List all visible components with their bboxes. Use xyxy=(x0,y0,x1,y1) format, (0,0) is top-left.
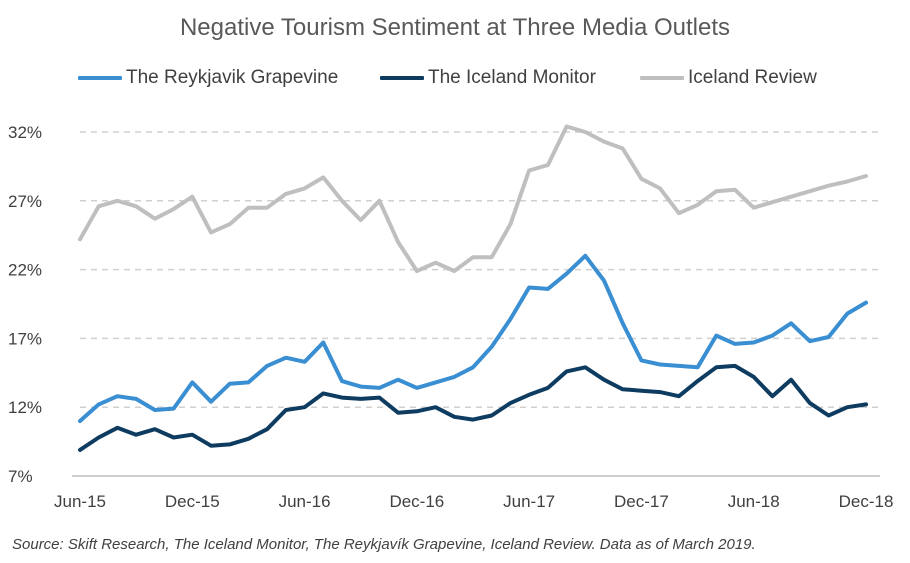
y-tick-label: 22% xyxy=(8,261,42,280)
x-tick-label: Dec-15 xyxy=(165,492,220,511)
legend-item-reykjavik-grapevine: The Reykjavik Grapevine xyxy=(78,66,338,90)
legend-item-iceland-monitor: The Iceland Monitor xyxy=(380,66,596,90)
x-tick-label: Dec-17 xyxy=(614,492,669,511)
legend-item-iceland-review: Iceland Review xyxy=(640,66,817,90)
y-tick-label: 32% xyxy=(8,123,42,142)
source-note: Source: Skift Research, The Iceland Moni… xyxy=(12,536,756,553)
legend-label-iceland-monitor: The Iceland Monitor xyxy=(428,67,596,88)
y-tick-label: 27% xyxy=(8,192,42,211)
x-tick-label: Jun-18 xyxy=(728,492,780,511)
y-tick-label: 17% xyxy=(8,329,42,348)
y-tick-label: 7% xyxy=(8,467,33,486)
y-tick-label: 12% xyxy=(8,398,42,417)
legend-swatch-reykjavik-grapevine xyxy=(78,76,122,80)
series-line-iceland-monitor xyxy=(78,363,868,452)
legend-label-iceland-review: Iceland Review xyxy=(688,67,817,88)
gridlines xyxy=(72,131,880,477)
series-lines xyxy=(78,124,868,452)
x-tick-label: Jun-15 xyxy=(54,492,106,511)
x-tick-label: Dec-18 xyxy=(839,492,894,511)
x-axis-ticks: Jun-15 Dec-15 Jun-16 Dec-16 Jun-17 Dec-17 Jun-… xyxy=(54,492,893,511)
legend-label-reykjavik-grapevine: The Reykjavik Grapevine xyxy=(126,67,339,88)
x-tick-label: Jun-16 xyxy=(279,492,331,511)
x-tick-label: Dec-16 xyxy=(389,492,444,511)
series-line-iceland-review xyxy=(78,124,868,273)
series-line-reykjavik-grapevine xyxy=(78,253,868,423)
chart-title: Negative Tourism Sentiment at Three Medi… xyxy=(179,14,731,41)
y-axis-ticks: 7% 12% 17% 22% 27% 32% xyxy=(8,123,42,486)
legend-swatch-iceland-review xyxy=(640,76,684,80)
x-tick-label: Jun-17 xyxy=(503,492,555,511)
legend-swatch-iceland-monitor xyxy=(380,76,424,80)
legend: The Reykjavik Grapevine The Iceland Moni… xyxy=(0,66,910,90)
